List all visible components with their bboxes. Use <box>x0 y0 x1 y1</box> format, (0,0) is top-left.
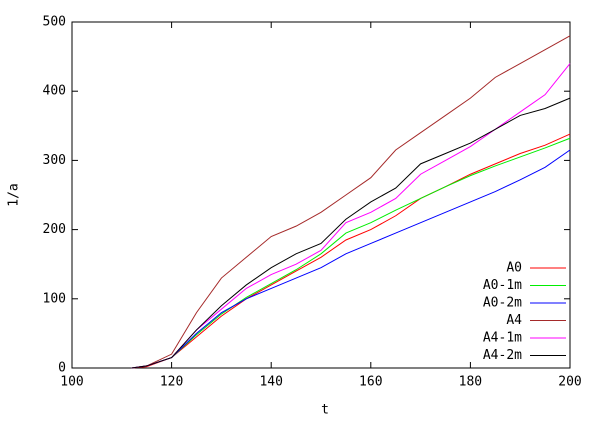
legend-label: A0 <box>506 261 522 276</box>
y-tick-label: 400 <box>43 84 66 99</box>
series-line <box>131 133 571 369</box>
plot-frame <box>71 21 571 369</box>
x-tick-label: 120 <box>160 375 183 390</box>
legend-label: A4-2m <box>483 348 522 363</box>
y-tick-label: 200 <box>43 222 66 237</box>
series-line <box>131 149 571 369</box>
series-line <box>131 97 571 369</box>
x-tick-label: 200 <box>558 375 581 390</box>
x-tick-label: 100 <box>60 375 83 390</box>
x-tick-label: 140 <box>259 375 282 390</box>
series-line <box>131 35 571 369</box>
legend-label: A0-1m <box>483 278 522 293</box>
y-tick-label: 300 <box>43 153 66 168</box>
x-tick-label: 180 <box>459 375 482 390</box>
x-tick-label: 160 <box>359 375 382 390</box>
legend-label: A4-1m <box>483 331 522 346</box>
y-tick-label: 100 <box>43 291 66 306</box>
legend-label: A0-2m <box>483 296 522 311</box>
legend-label: A4 <box>506 313 522 328</box>
y-tick-label: 0 <box>58 361 66 376</box>
y-axis-label: 1/a <box>7 183 22 206</box>
x-axis-label: t <box>321 403 329 418</box>
series-line <box>131 137 571 369</box>
y-tick-label: 500 <box>43 15 66 30</box>
